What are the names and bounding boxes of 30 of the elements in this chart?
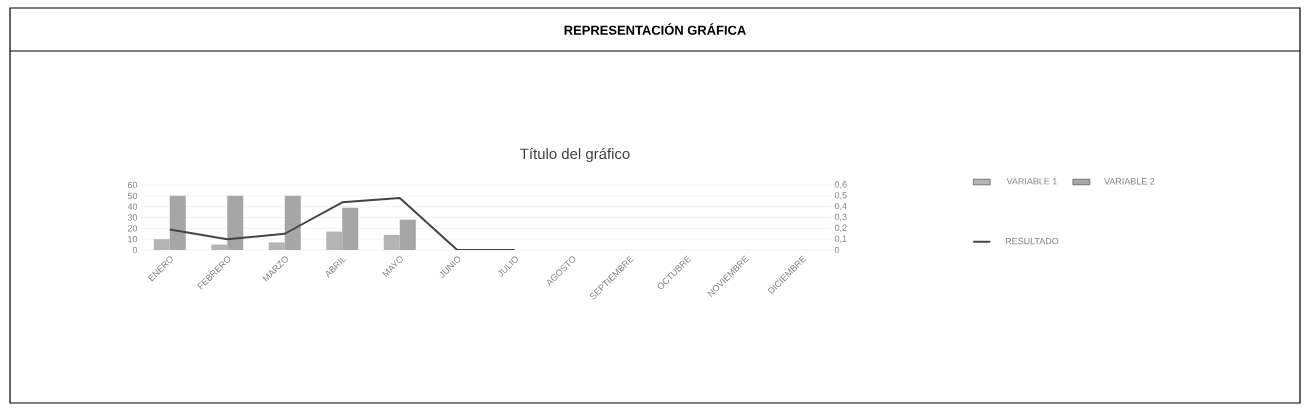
y2-tick-label: 0,6 [834, 181, 847, 189]
chart-subtitle: Título del gráfico [520, 147, 630, 163]
y-tick-label: 10 [128, 235, 138, 243]
y2-tick-label: 0,1 [834, 235, 847, 243]
bar [227, 195, 244, 250]
legend-label: RESULTADO [1005, 237, 1059, 245]
y2-tick-label: 0,3 [834, 213, 847, 222]
bar [211, 244, 228, 250]
y-tick-label: 60 [127, 181, 138, 189]
y-tick-label: 20 [127, 225, 138, 232]
y-tick-label: 30 [127, 214, 138, 221]
bar [169, 195, 186, 250]
bar [268, 242, 285, 250]
legend-label: VARIABLE 2 [1104, 178, 1155, 185]
bar [399, 219, 416, 250]
y-tick-label: 40 [127, 203, 138, 210]
line-series [168, 197, 516, 250]
y-tick-label: 0 [132, 246, 138, 254]
bar [383, 234, 400, 250]
bar [326, 231, 343, 250]
bar [153, 239, 170, 250]
bar [342, 207, 359, 250]
legend-label: VARIABLE 1 [1006, 178, 1057, 185]
y2-tick-label: 0,2 [834, 224, 847, 233]
chart-title: REPRESENTACIÓN GRÁFICA [564, 23, 746, 35]
y2-tick-label: 0,5 [834, 192, 847, 200]
y-tick-label: 50 [127, 192, 138, 200]
y2-tick-label: 0,4 [834, 202, 847, 211]
bar [284, 195, 301, 250]
y2-tick-label: 0 [834, 246, 840, 254]
